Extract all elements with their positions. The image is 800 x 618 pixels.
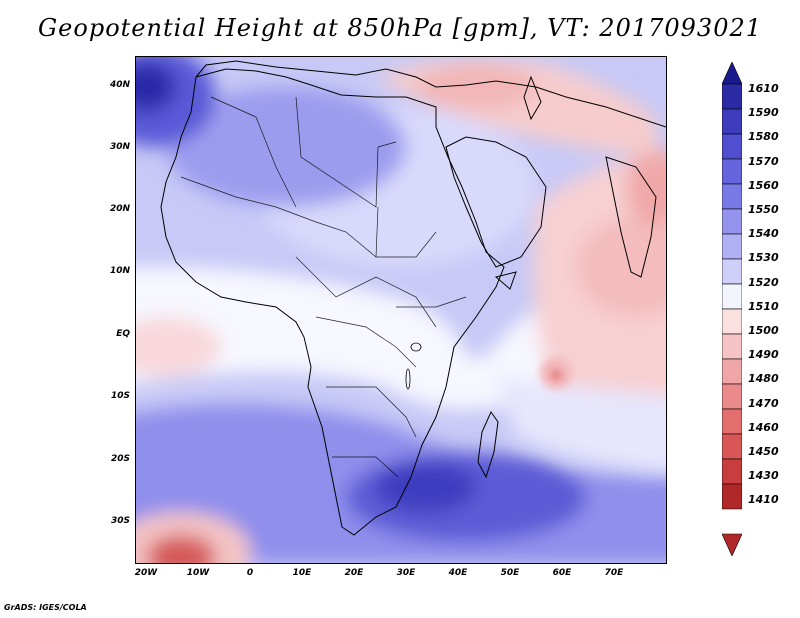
colorbar-swatch	[722, 62, 742, 85]
colorbar-swatch	[722, 83, 742, 110]
grads-credit: GrADS: IGES/COLA	[4, 603, 87, 612]
colorbar	[722, 62, 742, 556]
lon-label-10w: 10W	[186, 568, 210, 578]
lon-label-20e: 20E	[344, 568, 364, 578]
colorbar-swatch	[722, 158, 742, 185]
lon-label-50e: 50E	[500, 568, 520, 578]
colorbar-level-label: 1520	[748, 275, 779, 289]
chart-title: Geopotential Height at 850hPa [gpm], VT:…	[38, 14, 762, 42]
colorbar-level-label: 1540	[748, 227, 779, 241]
colorbar-level-label: 1450	[748, 445, 779, 458]
lon-label-10e: 10E	[292, 568, 312, 578]
lat-label-20s: 20S	[110, 454, 130, 464]
lat-label-10n: 10N	[109, 266, 130, 276]
lat-label-30n: 30N	[109, 142, 130, 152]
lat-label-30s: 30S	[110, 516, 130, 526]
colorbar-swatch	[722, 483, 742, 510]
lat-label-10s: 10S	[110, 391, 130, 401]
colorbar-level-label: 1560	[748, 178, 779, 192]
colorbar-swatch	[722, 233, 742, 260]
colorbar-level-label: 1590	[748, 106, 779, 120]
colorbar-level-label: 1610	[748, 82, 779, 95]
colorbar-level-label: 1570	[748, 154, 779, 168]
height-field-shading	[136, 57, 666, 563]
colorbar-swatch	[722, 358, 742, 385]
colorbar-level-label: 1530	[748, 251, 779, 265]
lon-label-20w: 20W	[134, 568, 158, 578]
map-plot-area	[135, 56, 667, 564]
coastlines	[160, 60, 666, 536]
colorbar-swatch	[722, 308, 742, 335]
colorbar-swatch	[722, 283, 742, 310]
lon-label-40e: 40E	[448, 568, 468, 578]
colorbar-level-label: 1480	[748, 372, 779, 386]
colorbar-swatch	[722, 108, 742, 135]
colorbar-level-label: 1430	[748, 469, 779, 483]
lat-label-40n: 40N	[109, 80, 130, 90]
colorbar-swatch	[722, 183, 742, 210]
lon-label-70e: 70E	[604, 568, 624, 578]
lon-label-60e: 60E	[552, 568, 572, 578]
colorbar-level-label: 1510	[748, 299, 779, 313]
lat-label-eq: EQ	[116, 329, 130, 339]
colorbar-level-label: 1460	[748, 420, 779, 434]
colorbar-swatch	[722, 133, 742, 160]
colorbar-level-label: 1500	[748, 324, 779, 337]
lat-label-20n: 20N	[109, 204, 130, 214]
lon-label-30e: 30E	[396, 568, 416, 578]
colorbar-swatch	[722, 533, 742, 556]
country-borders	[180, 96, 467, 478]
colorbar-level-label: 1410	[748, 493, 779, 507]
colorbar-swatch	[722, 433, 742, 460]
colorbar-swatch	[722, 408, 742, 435]
colorbar-swatch	[722, 458, 742, 485]
colorbar-level-label: 1550	[748, 203, 779, 216]
colorbar-level-label: 1580	[748, 130, 779, 144]
colorbar-swatch	[722, 208, 742, 235]
geopotential-field-map	[136, 57, 666, 563]
colorbar-swatch	[722, 383, 742, 410]
colorbar-level-label: 1470	[748, 396, 779, 410]
colorbar-level-label: 1490	[748, 348, 779, 362]
lon-label-0: 0	[246, 568, 254, 578]
colorbar-swatch	[722, 333, 742, 360]
colorbar-swatch	[722, 258, 742, 285]
